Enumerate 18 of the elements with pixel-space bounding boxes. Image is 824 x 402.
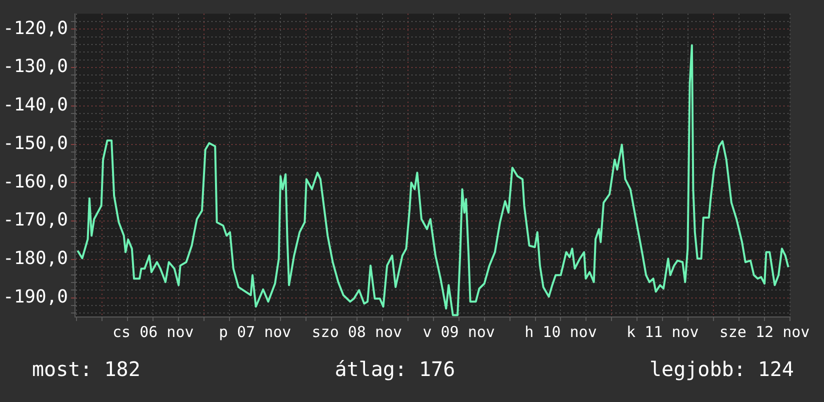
- text: legjobb: 124: [649, 357, 794, 381]
- y-tick-label: -160,0: [2, 171, 68, 192]
- x-tick-label: k 11 nov: [626, 322, 699, 341]
- y-tick-label: -190,0: [2, 286, 68, 308]
- y-tick-label: -180,0: [2, 248, 68, 270]
- y-tick-label: -120,0: [2, 18, 68, 39]
- x-tick-label: p 07 nov: [218, 322, 292, 341]
- y-tick-label: -170,0: [2, 210, 68, 231]
- y-tick-label: -140,0: [2, 94, 68, 116]
- y-tick-label: -130,0: [2, 56, 68, 78]
- text: átlag: 176: [334, 357, 456, 381]
- x-tick-label: cs 06 nov: [112, 322, 194, 341]
- x-tick-label: sze 12 nov: [719, 322, 810, 341]
- y-tick-label: -150,0: [2, 132, 68, 154]
- x-tick-label: szo 08 nov: [312, 322, 402, 341]
- x-tick-label: v 09 nov: [422, 322, 495, 341]
- text: most: 182: [32, 357, 140, 381]
- x-tick-label: h 10 nov: [524, 322, 597, 341]
